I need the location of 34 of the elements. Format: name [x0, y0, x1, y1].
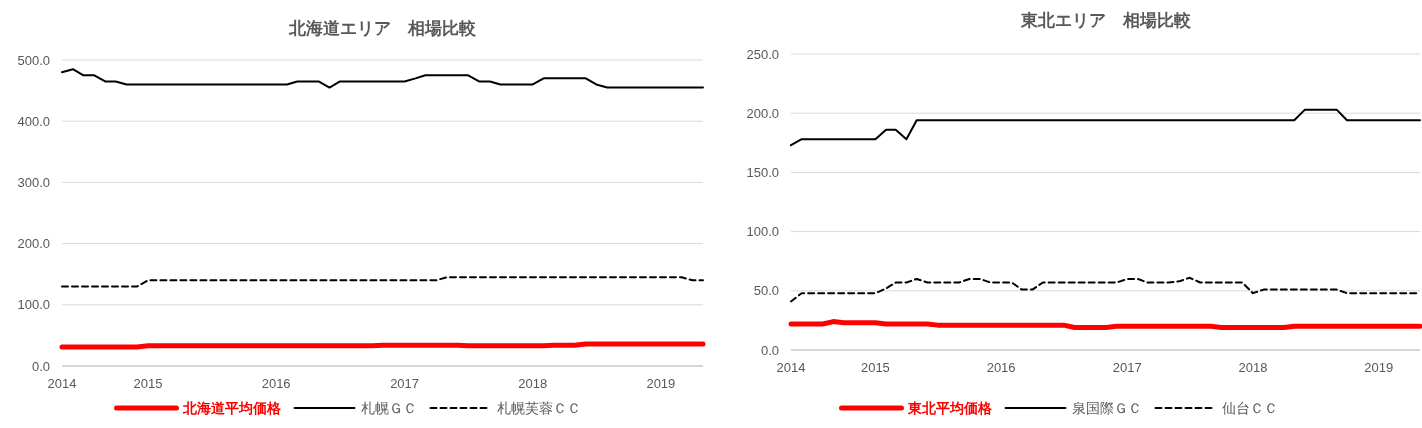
y-tick-label: 50.0 — [753, 283, 779, 299]
chart-title: 東北エリア 相場比較 — [1019, 11, 1192, 30]
x-tick-label: 2017 — [1112, 360, 1142, 375]
y-tick-label: 400.0 — [17, 113, 50, 129]
y-tick-label: 100.0 — [746, 224, 779, 240]
legend-label: 札幌芙蓉ＣＣ — [496, 399, 581, 416]
x-tick-label: 2018 — [518, 376, 548, 391]
y-tick-label: 100.0 — [17, 297, 50, 313]
x-tick-label: 2016 — [986, 360, 1016, 375]
x-tick-label: 2019 — [646, 376, 676, 391]
legend-label: 仙台ＣＣ — [1221, 399, 1278, 416]
legend-label: 東北平均価格 — [906, 399, 993, 416]
x-tick-label: 2016 — [261, 376, 291, 391]
y-tick-label: 500.0 — [17, 52, 50, 68]
y-tick-label: 250.0 — [746, 46, 779, 62]
y-tick-label: 150.0 — [746, 164, 779, 180]
y-tick-label: 300.0 — [17, 174, 50, 190]
x-tick-label: 2014 — [776, 360, 806, 375]
legend-label: 札幌ＧＣ — [360, 399, 417, 416]
y-tick-label: 0.0 — [760, 342, 779, 358]
legend-label: 北海道平均価格 — [181, 399, 282, 416]
y-tick-label: 200.0 — [17, 236, 50, 252]
chart-title: 北海道エリア 相場比較 — [288, 19, 477, 38]
x-tick-label: 2019 — [1364, 360, 1394, 375]
legend-label: 泉国際ＧＣ — [1071, 399, 1142, 416]
x-tick-label: 2015 — [860, 360, 890, 375]
y-tick-label: 0.0 — [31, 358, 50, 374]
line-series — [61, 68, 704, 89]
line-series — [790, 108, 1421, 147]
x-tick-label: 2014 — [47, 376, 77, 391]
x-tick-label: 2017 — [390, 376, 420, 391]
x-tick-label: 2015 — [133, 376, 163, 391]
x-tick-label: 2018 — [1238, 360, 1268, 375]
y-tick-label: 200.0 — [746, 105, 779, 121]
